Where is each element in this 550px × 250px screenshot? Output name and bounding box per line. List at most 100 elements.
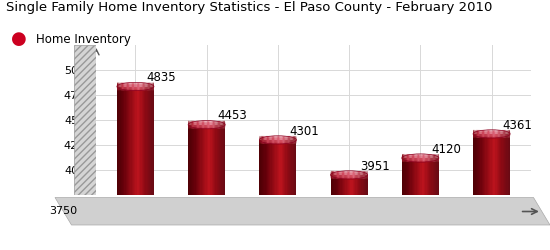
Bar (288, 140, 289, 195)
Bar (419, 158, 420, 195)
Ellipse shape (505, 130, 507, 138)
Ellipse shape (498, 130, 499, 138)
Bar (199, 125, 201, 195)
Ellipse shape (191, 120, 192, 129)
Bar (282, 140, 283, 195)
Bar (334, 175, 336, 195)
Bar (499, 134, 500, 195)
Ellipse shape (189, 120, 191, 129)
Bar (408, 158, 409, 195)
Bar (431, 158, 433, 195)
Ellipse shape (197, 120, 198, 129)
Bar (358, 175, 359, 195)
Ellipse shape (503, 130, 504, 138)
Ellipse shape (435, 154, 437, 162)
Bar (214, 125, 216, 195)
Ellipse shape (289, 136, 290, 144)
Bar (189, 125, 191, 195)
Text: 4120: 4120 (431, 143, 461, 156)
Ellipse shape (222, 120, 223, 129)
Ellipse shape (360, 171, 361, 179)
Ellipse shape (276, 136, 277, 144)
Bar (279, 140, 280, 195)
Bar (366, 175, 368, 195)
Bar (508, 134, 509, 195)
Bar (191, 125, 192, 195)
Ellipse shape (210, 120, 212, 129)
Ellipse shape (414, 154, 415, 162)
Bar (203, 125, 204, 195)
Bar (356, 175, 358, 195)
Bar (293, 140, 294, 195)
Ellipse shape (134, 82, 135, 91)
Bar (413, 158, 414, 195)
Ellipse shape (491, 130, 492, 138)
Ellipse shape (287, 136, 288, 144)
Ellipse shape (127, 82, 128, 91)
Bar (351, 175, 353, 195)
Bar (428, 158, 429, 195)
Ellipse shape (193, 120, 194, 129)
Bar (194, 125, 196, 195)
Ellipse shape (356, 171, 358, 179)
Text: 3750: 3750 (49, 206, 78, 216)
Ellipse shape (428, 154, 429, 162)
Ellipse shape (403, 154, 404, 162)
Bar (263, 140, 265, 195)
Ellipse shape (270, 136, 271, 144)
Bar (150, 86, 152, 195)
Bar (362, 175, 364, 195)
Bar (140, 86, 142, 195)
Ellipse shape (489, 130, 491, 138)
Ellipse shape (481, 130, 482, 138)
Bar (143, 86, 144, 195)
Bar (124, 86, 125, 195)
Bar (361, 175, 363, 195)
Bar (474, 134, 476, 195)
Ellipse shape (336, 171, 337, 179)
Bar (215, 125, 217, 195)
Bar (188, 125, 189, 195)
Bar (283, 140, 284, 195)
Bar (294, 140, 295, 195)
Ellipse shape (420, 154, 422, 162)
Bar (492, 134, 493, 195)
Bar (496, 134, 497, 195)
Ellipse shape (354, 171, 355, 179)
Text: 3951: 3951 (360, 160, 390, 173)
Bar (333, 175, 334, 195)
Ellipse shape (148, 82, 149, 91)
Bar (289, 140, 290, 195)
Ellipse shape (194, 120, 196, 129)
Bar (365, 175, 366, 195)
Ellipse shape (261, 136, 262, 144)
Ellipse shape (365, 171, 366, 179)
Ellipse shape (346, 171, 348, 179)
Ellipse shape (345, 171, 346, 179)
Bar (208, 125, 209, 195)
Bar (429, 158, 430, 195)
Bar (412, 158, 413, 195)
Bar (198, 125, 199, 195)
Bar (222, 125, 223, 195)
Ellipse shape (131, 82, 133, 91)
Ellipse shape (351, 171, 353, 179)
Bar (336, 175, 337, 195)
Bar (205, 125, 207, 195)
Ellipse shape (277, 136, 278, 144)
Ellipse shape (436, 154, 438, 162)
Ellipse shape (417, 154, 418, 162)
Bar (144, 86, 145, 195)
Bar (278, 140, 279, 195)
Ellipse shape (410, 154, 412, 162)
Ellipse shape (272, 136, 273, 144)
Bar (213, 125, 214, 195)
Ellipse shape (408, 154, 409, 162)
Ellipse shape (207, 120, 208, 129)
Bar (266, 140, 267, 195)
Bar (404, 158, 405, 195)
Ellipse shape (359, 171, 360, 179)
Ellipse shape (204, 120, 206, 129)
Ellipse shape (362, 171, 364, 179)
Ellipse shape (135, 82, 137, 91)
